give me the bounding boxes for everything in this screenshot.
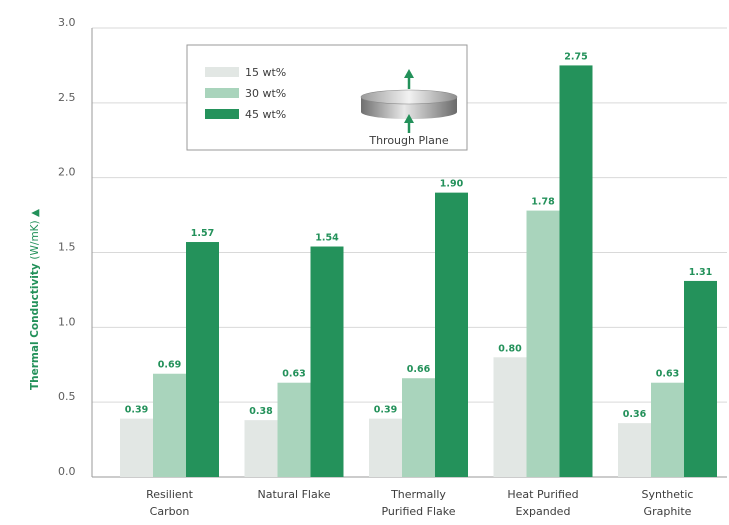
bar (369, 418, 402, 477)
bar (277, 382, 311, 477)
bar (618, 423, 651, 477)
bar-value-label: 0.63 (282, 369, 305, 380)
bar-value-label: 1.54 (315, 233, 339, 244)
x-category-label: Synthetic Graphite (642, 488, 694, 518)
x-axis-labels: Resilient Carbon Natural Flake Thermally Pur… (146, 488, 693, 518)
bar (526, 210, 560, 478)
y-tick-label: 1.0 (58, 315, 76, 328)
x-category-label: Resilient Carbon (146, 488, 194, 518)
bar (186, 242, 219, 477)
y-tick-label: 3.0 (58, 16, 76, 29)
bar (402, 378, 435, 477)
y-tick-label: 2.5 (58, 91, 76, 104)
y-axis-title: Thermal Conductivity (W/mK) ▲ (29, 208, 41, 390)
through-plane-label: Through Plane (368, 134, 449, 147)
bar (493, 357, 527, 477)
y-tick-label: 1.5 (58, 241, 76, 254)
x-category-label: Thermally Purified Flake (381, 488, 455, 518)
value-labels: 0.39 0.69 1.57 0.38 0.63 1.54 0.39 0.66 1.90 0.80… (125, 51, 712, 420)
x-category-label: Heat Purified Expanded (507, 488, 578, 518)
bar (684, 280, 717, 477)
legend-swatch (205, 88, 239, 98)
bar-value-label: 0.36 (623, 409, 647, 420)
y-axis-label: Thermal Conductivity (W/mK) ▲ (29, 208, 41, 390)
through-plane-disc-icon (360, 89, 458, 119)
bar-value-label: 1.78 (531, 197, 555, 208)
x-category-label: Natural Flake (258, 488, 331, 501)
bar (559, 65, 593, 478)
bar-value-label: 0.39 (374, 405, 397, 416)
y-tick-label: 0.0 (58, 465, 76, 478)
bar (651, 382, 684, 477)
legend-swatch (205, 67, 239, 77)
y-tick-label: 2.0 (58, 166, 76, 179)
bar (244, 420, 278, 477)
arrow-up-icon (404, 69, 414, 89)
bar-group (120, 65, 717, 478)
bar (435, 192, 468, 477)
legend-label: 15 wt% (245, 66, 286, 79)
bar-value-label: 1.90 (440, 179, 464, 190)
bar (120, 418, 153, 477)
bar-value-label: 1.31 (689, 267, 712, 278)
bar-value-label: 0.38 (249, 406, 273, 417)
legend-swatch (205, 109, 239, 119)
legend: 15 wt% 30 wt% 45 wt% Through Plane (186, 44, 468, 151)
legend-label: 45 wt% (245, 108, 286, 121)
legend-label: 30 wt% (245, 87, 286, 100)
y-axis-ticks: 0.0 0.5 1.0 1.5 2.0 2.5 3.0 (58, 16, 76, 478)
bar (310, 246, 344, 477)
bar-value-label: 0.63 (656, 369, 679, 380)
bar-value-label: 0.39 (125, 405, 148, 416)
y-tick-label: 0.5 (58, 390, 76, 403)
bar-value-label: 0.66 (407, 364, 431, 375)
bar-value-label: 0.80 (498, 343, 522, 354)
arrow-up-icon (404, 114, 414, 133)
bar-value-label: 2.75 (564, 51, 587, 62)
bar (153, 373, 186, 477)
bar-value-label: 1.57 (191, 228, 214, 239)
bar-value-label: 0.69 (158, 360, 181, 371)
